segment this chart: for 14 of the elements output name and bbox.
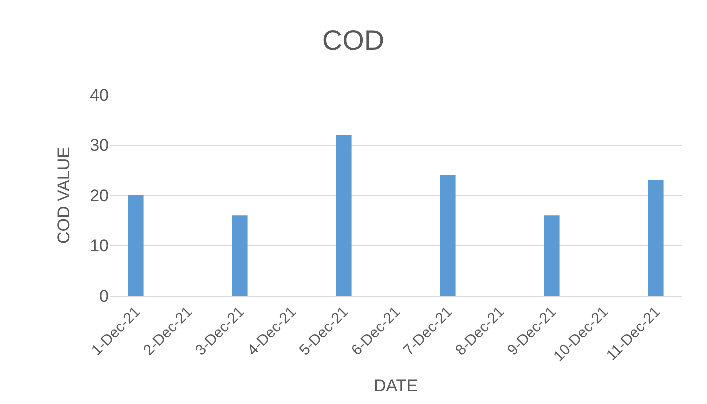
y-tick-label: 10 [90, 236, 109, 256]
y-tick-label: 0 [100, 286, 109, 306]
bar [648, 180, 664, 296]
x-axis-title: DATE [374, 376, 418, 396]
bar [336, 135, 352, 296]
bar [232, 216, 248, 296]
y-axis-title: COD VALUE [54, 147, 74, 244]
y-tick-label: 40 [90, 86, 109, 105]
bar [544, 216, 560, 296]
chart-title: COD [322, 25, 385, 56]
y-tick-label: 30 [90, 136, 109, 156]
bar [440, 175, 456, 296]
y-tick-label: 20 [90, 186, 109, 206]
bar [128, 196, 144, 296]
